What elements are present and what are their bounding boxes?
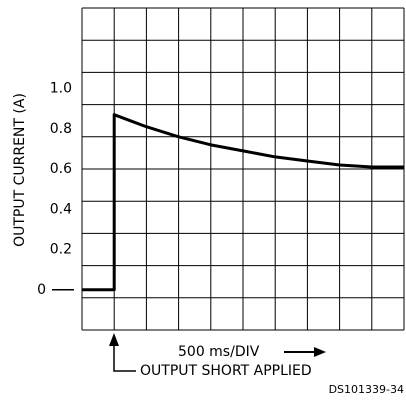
y-tick-label: 0.6 bbox=[50, 161, 72, 177]
x-axis-label: 500 ms/DIV bbox=[178, 344, 260, 360]
y-tick-label: 0.2 bbox=[50, 242, 72, 258]
y-tick-label: 0.8 bbox=[50, 121, 72, 137]
annotation-arrow bbox=[113, 342, 136, 372]
annotation: OUTPUT SHORT APPLIED bbox=[140, 363, 312, 379]
arrow-head bbox=[314, 347, 326, 357]
figure-id: DS101339-34 bbox=[329, 383, 404, 396]
y-tick-label: 0 bbox=[37, 282, 46, 298]
y-tick-label: 0.4 bbox=[50, 201, 72, 217]
y-tick-label: 1.0 bbox=[50, 81, 72, 97]
data-line bbox=[82, 113, 404, 292]
y-axis-label: OUTPUT CURRENT (A) bbox=[12, 93, 28, 247]
arrow-head bbox=[109, 333, 119, 346]
